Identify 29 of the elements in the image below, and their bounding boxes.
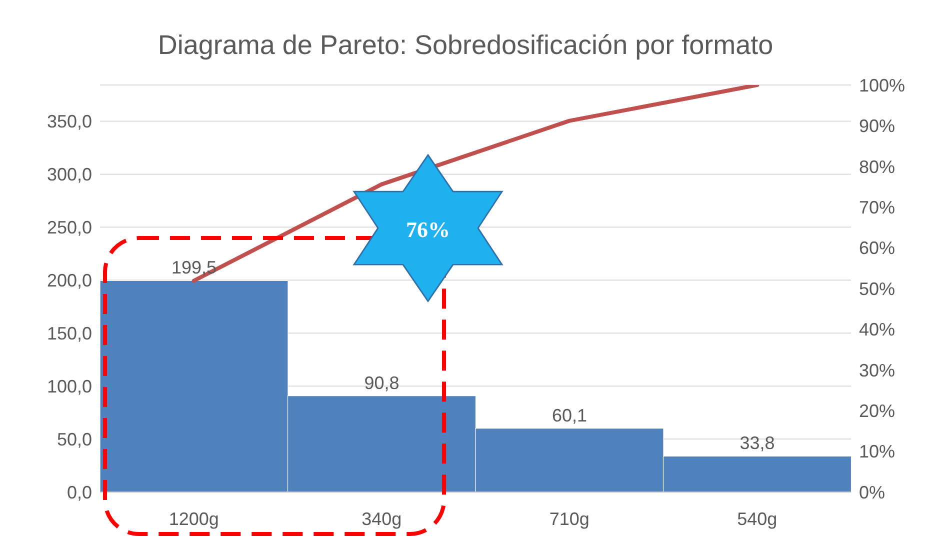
y-tick-label: 350,0 (46, 112, 92, 132)
data-label: 90,8 (364, 372, 400, 393)
y-tick-label: 300,0 (46, 164, 92, 185)
data-label: 33,8 (740, 433, 775, 454)
y2-tick-label: 50% (859, 278, 896, 299)
x-tick-label: 540g (737, 508, 778, 529)
data-label: 199,5 (171, 258, 217, 278)
y-tick-label: 100,0 (46, 376, 92, 396)
y2-tick-label: 10% (859, 442, 896, 462)
y2-tick-label: 70% (859, 197, 896, 218)
x-tick-label: 340g (362, 508, 402, 529)
x-tick-label: 710g (549, 508, 590, 529)
y2-tick-label: 90% (859, 116, 896, 136)
y2-tick-label: 20% (859, 400, 896, 421)
y2-tick-label: 100% (859, 75, 906, 96)
y2-tick-label: 40% (859, 320, 896, 340)
y-tick-label: 200,0 (46, 270, 92, 291)
annotation: 76% (406, 217, 450, 242)
y2-tick-label: 80% (859, 156, 896, 177)
chart-title: Diagrama de Pareto: Sobredosificación por formato (156, 30, 774, 61)
y-tick-label: 0,0 (66, 482, 92, 502)
y-tick-label: 150,0 (46, 323, 92, 344)
y-tick-label: 50,0 (56, 429, 92, 450)
x-tick-label: 1200g (168, 508, 219, 529)
y2-tick-label: 30% (859, 360, 896, 380)
y2-tick-label: 60% (859, 238, 896, 258)
y-tick-label: 250,0 (46, 218, 92, 238)
data-label: 60,1 (552, 405, 588, 426)
y2-tick-label: 0% (859, 482, 886, 502)
